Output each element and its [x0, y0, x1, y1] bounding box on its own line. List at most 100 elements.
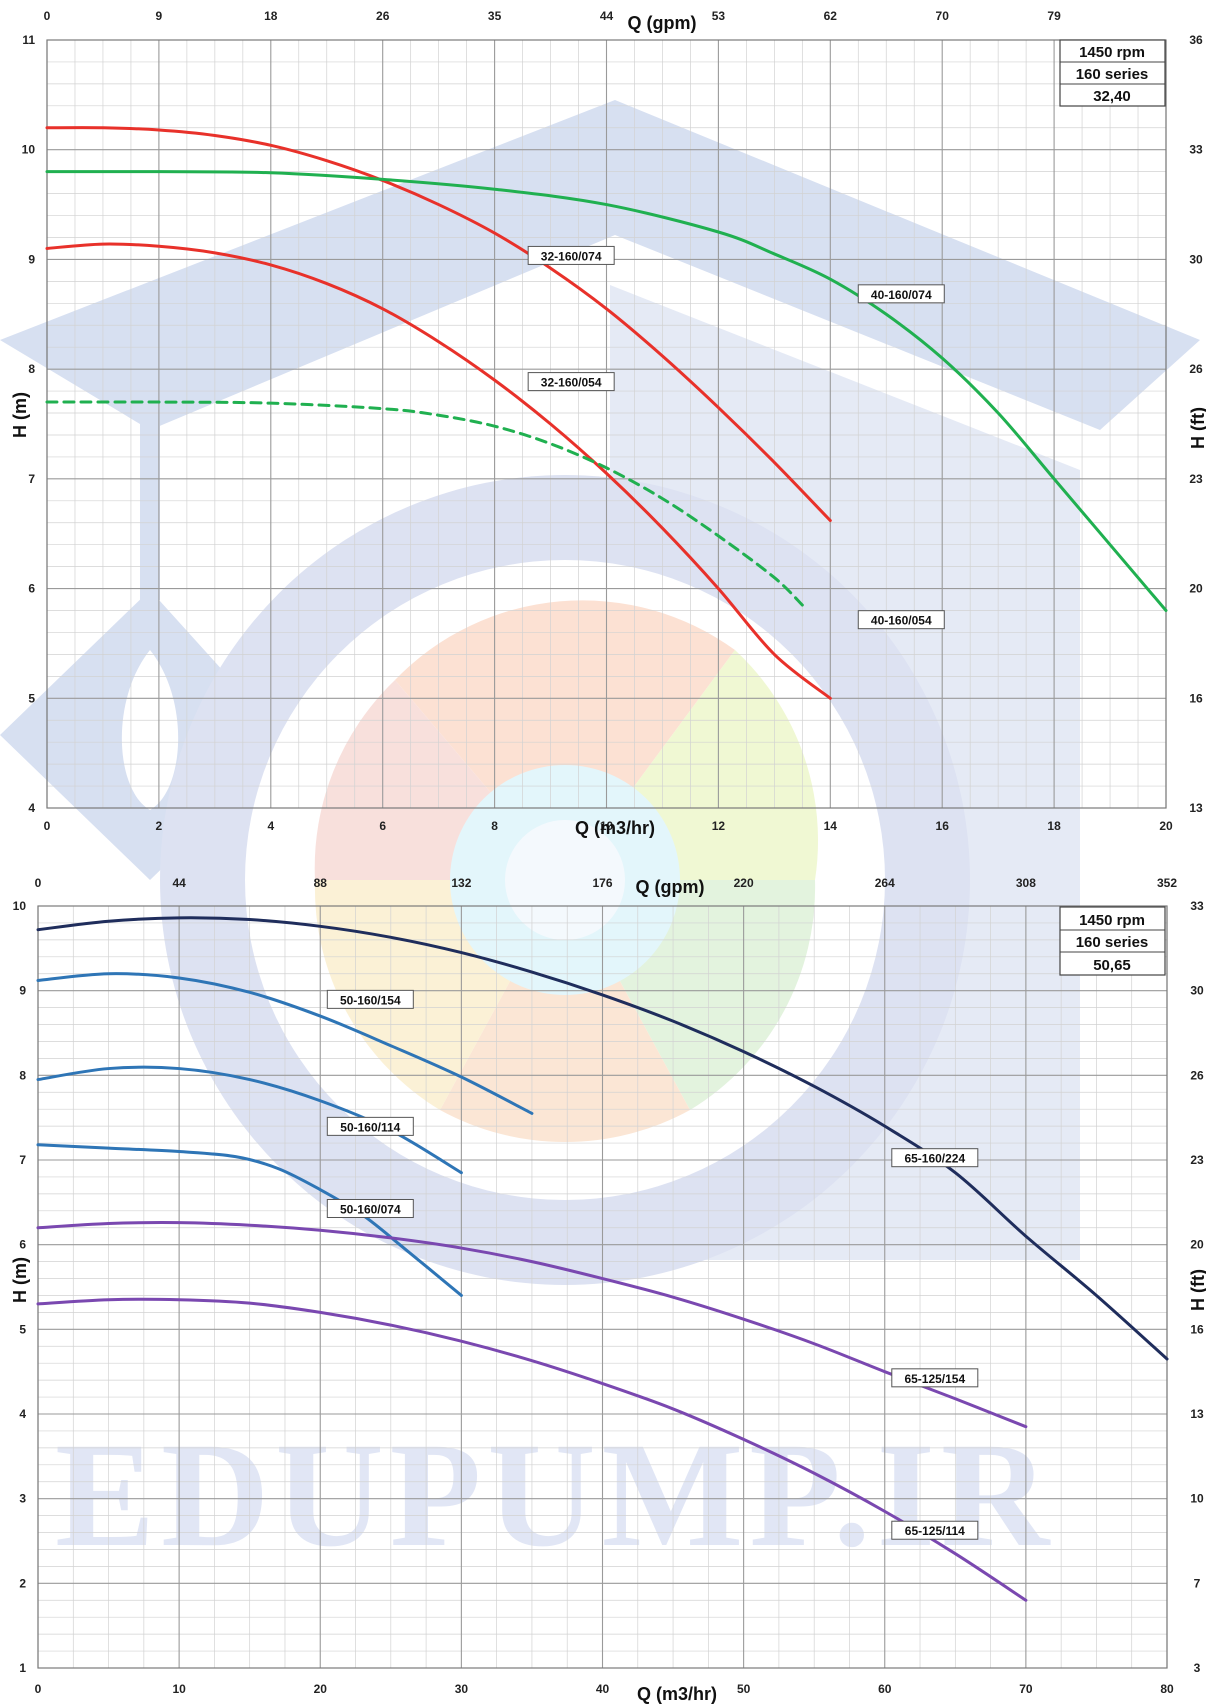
y-tick-label: 8 [28, 362, 35, 376]
y2-axis-ticks: 13 16 20 23 26 30 33 36 [1189, 33, 1203, 815]
x2-tick-label: 88 [314, 876, 328, 890]
x-tick-label: 70 [1019, 1682, 1033, 1696]
y-tick-label: 6 [28, 582, 35, 596]
curve-65-125-114 [36, 1297, 1028, 1602]
y-tick-label: 6 [19, 1238, 26, 1252]
x2-tick-label: 176 [592, 876, 612, 890]
y2-tick-label: 10 [1190, 1492, 1204, 1506]
y-axis-ticks: 1 2 3 4 5 6 7 8 9 10 [13, 899, 27, 1675]
info-rpm: 1450 rpm [1079, 44, 1145, 61]
plot-border [46, 39, 1167, 809]
x-tick-label: 10 [172, 1682, 186, 1696]
watermark-logo [0, 100, 1200, 1285]
x2-tick-label: 18 [264, 9, 278, 23]
svg-text:65-125/114: 65-125/114 [905, 1524, 965, 1538]
info-sizes: 50,65 [1093, 957, 1131, 974]
x-tick-label: 50 [737, 1682, 751, 1696]
curve-50-160-154 [36, 972, 534, 1115]
x-tick-label: 20 [1159, 819, 1173, 833]
x-tick-label: 2 [156, 819, 163, 833]
y-tick-label: 9 [19, 984, 26, 998]
curve-label-50-160-074: 50-160/074 [326, 1198, 414, 1218]
y-axis-ticks: 4 5 6 7 8 9 10 11 [22, 33, 36, 815]
x2-tick-label: 35 [488, 9, 502, 23]
y-tick-label: 8 [19, 1068, 26, 1082]
y2-tick-label: 33 [1189, 143, 1203, 157]
info-box: 1450 rpm 160 series 32,40 [1059, 39, 1166, 107]
x-tick-label: 60 [878, 1682, 892, 1696]
curve-40-160-054 [45, 400, 804, 607]
curve-label-65-125-154: 65-125/154 [891, 1368, 979, 1388]
y2-tick-label: 7 [1194, 1576, 1201, 1590]
x-tick-label: 12 [712, 819, 726, 833]
svg-text:40-160/054: 40-160/054 [871, 614, 932, 628]
x-tick-label: 6 [379, 819, 386, 833]
info-box: 1450 rpm 160 series 50,65 [1059, 906, 1166, 976]
y2-tick-label: 26 [1189, 362, 1203, 376]
x2-tick-label: 26 [376, 9, 390, 23]
x2-axis-title: Q (gpm) [628, 13, 697, 33]
x-tick-label: 80 [1160, 1682, 1174, 1696]
y-tick-label: 4 [19, 1407, 26, 1421]
curve-labels: 32-160/074 32-160/054 40-160/074 40-160/054 [527, 245, 945, 630]
curve-50-160-074 [36, 1143, 463, 1297]
y-axis-title: H (m) [10, 392, 30, 438]
x-tick-label: 18 [1047, 819, 1061, 833]
y-tick-label: 4 [28, 801, 35, 815]
info-series: 160 series [1076, 934, 1149, 951]
y-tick-label: 9 [28, 252, 35, 266]
plot-frame [46, 39, 1167, 809]
curve-32-160-054 [45, 242, 832, 700]
x2-tick-label: 53 [712, 9, 726, 23]
x2-tick-label: 132 [451, 876, 471, 890]
x-tick-label: 20 [314, 1682, 328, 1696]
curves [45, 126, 1168, 700]
curves [36, 916, 1169, 1602]
curve-32-160-074 [45, 126, 832, 523]
y2-tick-label: 13 [1189, 801, 1203, 815]
x2-tick-label: 264 [875, 876, 895, 890]
x2-tick-label: 0 [44, 9, 51, 23]
y-tick-label: 10 [22, 143, 36, 157]
y-tick-label: 3 [19, 1492, 26, 1506]
y-tick-label: 1 [19, 1661, 26, 1675]
y2-tick-label: 30 [1190, 984, 1204, 998]
x2-tick-label: 70 [936, 9, 950, 23]
info-series: 160 series [1076, 66, 1149, 83]
y-tick-label: 10 [13, 899, 27, 913]
y-tick-label: 5 [28, 691, 35, 705]
x2-tick-label: 44 [172, 876, 186, 890]
x-axis-ticks: 0 2 4 6 8 10 12 14 16 18 20 [44, 819, 1173, 833]
y-tick-label: 7 [19, 1153, 26, 1167]
svg-text:50-160/074: 50-160/074 [340, 1202, 401, 1216]
x2-axis-ticks: 0 44 88 132 176 220 264 308 352 [35, 876, 1178, 890]
y2-tick-label: 16 [1189, 691, 1203, 705]
x-tick-label: 0 [35, 1682, 42, 1696]
curve-40-160-074 [45, 170, 1168, 613]
y2-axis-ticks: 3 7 10 13 16 20 23 26 30 33 [1190, 899, 1204, 1675]
x-axis-ticks: 0 10 20 30 40 50 60 70 80 [35, 1682, 1174, 1696]
info-rpm: 1450 rpm [1079, 912, 1145, 929]
x-tick-label: 0 [44, 819, 51, 833]
x-tick-label: 30 [455, 1682, 469, 1696]
y2-tick-label: 26 [1190, 1068, 1204, 1082]
svg-text:40-160/074: 40-160/074 [871, 288, 932, 302]
x-tick-label: 40 [596, 1682, 610, 1696]
y2-tick-label: 20 [1189, 582, 1203, 596]
svg-text:65-160/224: 65-160/224 [904, 1152, 965, 1166]
x-tick-label: 8 [491, 819, 498, 833]
x-axis-title: Q (m3/hr) [575, 818, 655, 838]
y2-tick-label: 3 [1194, 1661, 1201, 1675]
curve-label-40-160-074: 40-160/074 [857, 284, 945, 304]
plot-frame [37, 905, 1168, 1669]
y2-tick-label: 23 [1189, 472, 1203, 486]
curve-label-32-160-074: 32-160/074 [527, 245, 615, 265]
x2-axis-ticks: 0 9 18 26 35 44 53 62 70 79 [44, 9, 1061, 23]
x-axis-title: Q (m3/hr) [637, 1684, 717, 1704]
curve-label-32-160-054: 32-160/054 [527, 372, 615, 392]
curve-label-65-125-114: 65-125/114 [891, 1520, 979, 1540]
curve-label-50-160-154: 50-160/154 [326, 989, 414, 1009]
y2-axis-title: H (ft) [1188, 1269, 1206, 1311]
